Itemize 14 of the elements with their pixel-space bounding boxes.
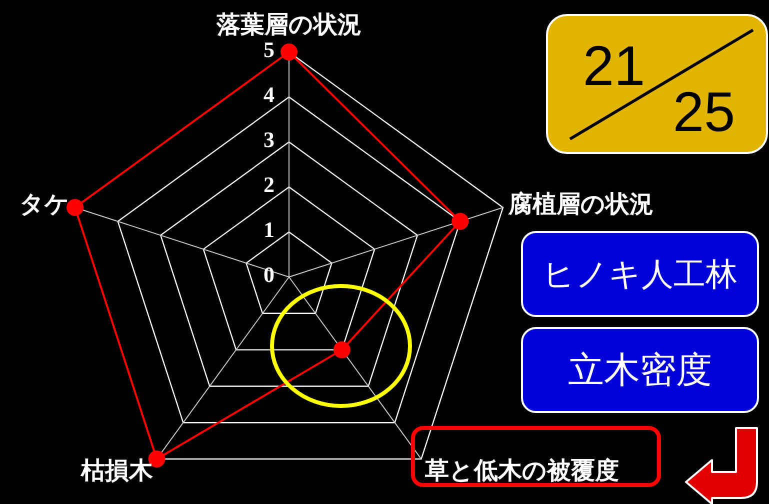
text: ヒノキ人工林: [542, 254, 738, 293]
y-tick-label: 5: [264, 37, 274, 62]
spoke-label: タケ: [19, 190, 70, 218]
text: 25: [672, 80, 736, 143]
y-tick-label: 3: [264, 127, 274, 152]
spoke-label: 枯損木: [80, 456, 154, 484]
text: 21: [582, 34, 646, 97]
spoke-label: 腐植層の状況: [508, 190, 654, 218]
spoke-label: 草と低木の被覆度: [424, 456, 619, 484]
spoke-label: 落葉層の状況: [216, 10, 362, 39]
y-tick-label: 1: [264, 217, 274, 242]
y-tick-label: 4: [264, 82, 274, 108]
text: 立木密度: [568, 350, 712, 391]
y-tick-label: 2: [264, 172, 274, 198]
